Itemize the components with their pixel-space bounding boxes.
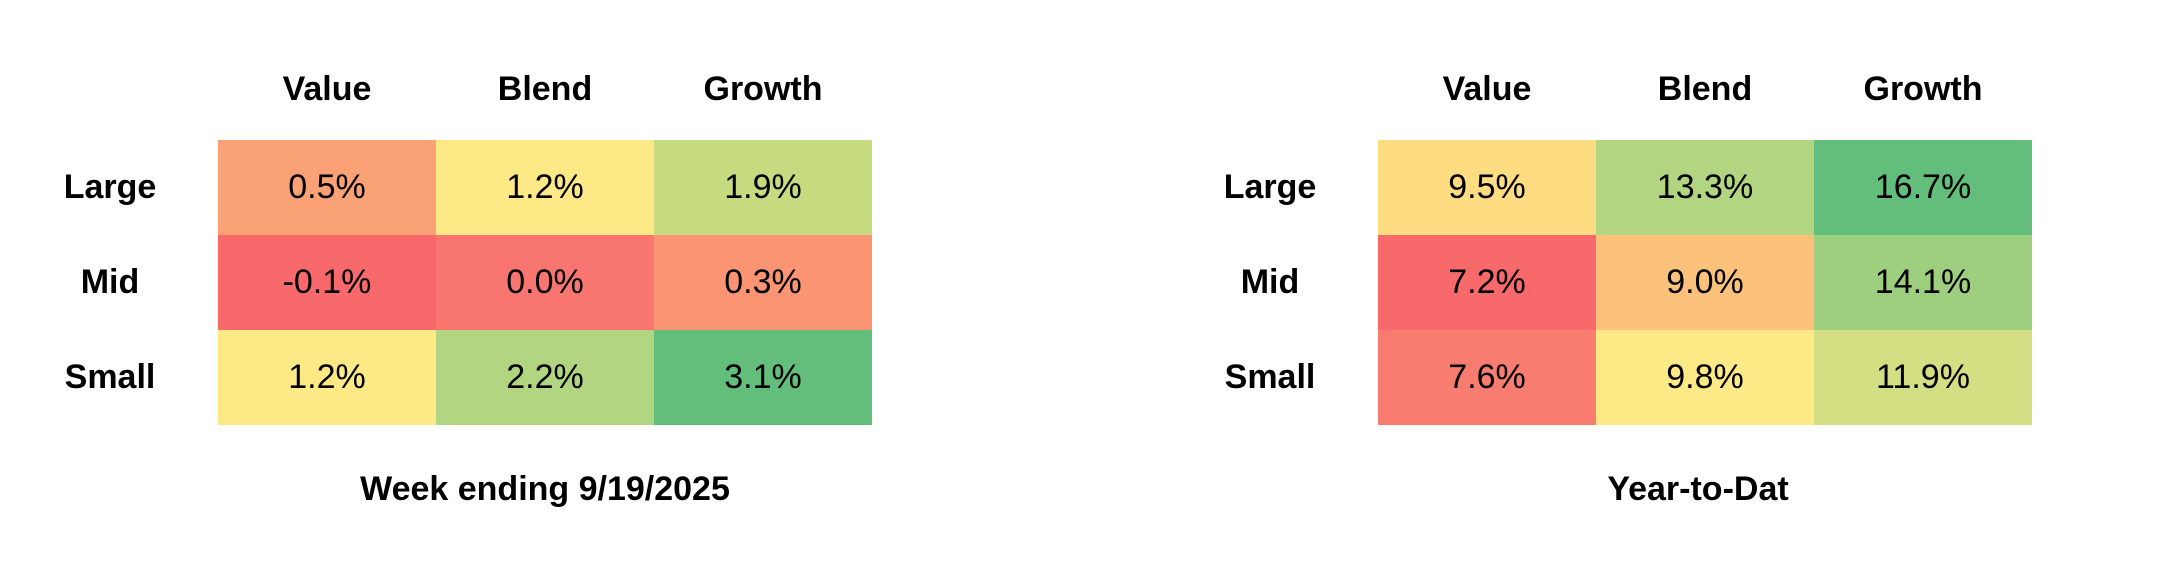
column-header-growth: Growth bbox=[703, 70, 823, 108]
heatmap-cell-mid-value: 7.2% bbox=[1378, 235, 1596, 330]
heatmap-ytd: Value Blend Growth Large Mid Small Year-… bbox=[1160, 0, 2160, 580]
heatmap-cell-large-growth: 16.7% bbox=[1814, 140, 2032, 235]
row-header-small: Small bbox=[1224, 358, 1316, 396]
heatmap-cell-small-blend: 2.2% bbox=[436, 330, 654, 425]
heatmap-cell-large-growth: 1.9% bbox=[654, 140, 872, 235]
heatmap-cell-mid-growth: 0.3% bbox=[654, 235, 872, 330]
heatmap-cell-large-blend: 13.3% bbox=[1596, 140, 1814, 235]
column-header-blend: Blend bbox=[497, 70, 593, 108]
heatmap-cell-small-value: 7.6% bbox=[1378, 330, 1596, 425]
heatmap-cell-mid-blend: 0.0% bbox=[436, 235, 654, 330]
row-header-large: Large bbox=[63, 168, 157, 206]
heatmap-cell-large-value: 0.5% bbox=[218, 140, 436, 235]
heatmap-cell-small-blend: 9.8% bbox=[1596, 330, 1814, 425]
column-header-value: Value bbox=[1442, 70, 1532, 108]
chart-caption: Year-to-Dat bbox=[1607, 470, 1789, 508]
heatmap-weekly: Value Blend Growth Large Mid Small Week … bbox=[0, 0, 1000, 580]
heatmap-cell-small-growth: 3.1% bbox=[654, 330, 872, 425]
heatmap-cell-large-blend: 1.2% bbox=[436, 140, 654, 235]
chart-caption: Week ending 9/19/2025 bbox=[360, 470, 730, 508]
heatmap-cell-mid-value: -0.1% bbox=[218, 235, 436, 330]
column-header-blend: Blend bbox=[1657, 70, 1753, 108]
heatmap-cell-small-growth: 11.9% bbox=[1814, 330, 2032, 425]
column-header-growth: Growth bbox=[1863, 70, 1983, 108]
heatmap-cell-small-value: 1.2% bbox=[218, 330, 436, 425]
heatmap-cell-mid-blend: 9.0% bbox=[1596, 235, 1814, 330]
row-header-mid: Mid bbox=[1240, 263, 1300, 301]
heatmap-cell-mid-growth: 14.1% bbox=[1814, 235, 2032, 330]
column-header-value: Value bbox=[282, 70, 372, 108]
row-header-mid: Mid bbox=[80, 263, 140, 301]
heatmap-cell-large-value: 9.5% bbox=[1378, 140, 1596, 235]
row-header-small: Small bbox=[64, 358, 156, 396]
row-header-large: Large bbox=[1223, 168, 1317, 206]
